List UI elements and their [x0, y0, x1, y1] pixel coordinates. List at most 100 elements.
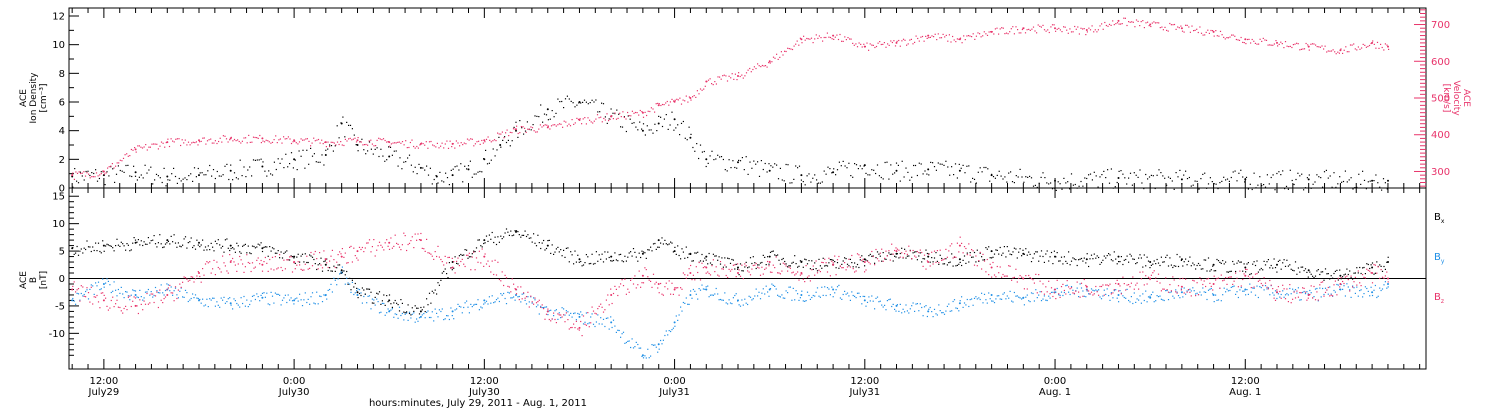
- bx-series-point: [1180, 258, 1183, 261]
- by-series-point: [927, 310, 930, 313]
- velocity-series-point: [198, 139, 200, 142]
- velocity-series-point: [451, 142, 454, 145]
- by-series-point: [768, 288, 771, 291]
- bz-series-point: [641, 274, 644, 277]
- density-series-point: [958, 169, 961, 172]
- bx-series-point: [610, 255, 613, 258]
- bx-series-point: [1339, 274, 1342, 277]
- by-series-point: [356, 294, 359, 296]
- by-series-point: [990, 294, 993, 296]
- b-label-line: B: [29, 277, 39, 283]
- bz-series-point: [800, 272, 803, 274]
- by-series-point: [1117, 294, 1120, 296]
- by-series-point: [198, 299, 200, 302]
- bz-series-point: [229, 261, 232, 263]
- x-tick-time-label: 0:00: [663, 376, 685, 387]
- bx-series-point: [1387, 261, 1389, 263]
- by-series-point: [102, 283, 105, 285]
- bx-series-point: [388, 299, 391, 302]
- bz-series-point: [198, 272, 200, 274]
- density-tick-label: 8: [59, 69, 65, 80]
- b-label-line: [nT]: [39, 271, 49, 289]
- velocity-series-point: [1387, 45, 1389, 48]
- by-series-point: [800, 294, 803, 296]
- bz-series-point: [990, 266, 993, 269]
- velocity-series-point: [673, 100, 676, 103]
- bx-series-point: [1022, 252, 1025, 255]
- x-tick-date-label: July30: [278, 387, 310, 398]
- velocity-series-point: [1339, 49, 1342, 52]
- x-tick-time-label: 12:00: [89, 376, 118, 387]
- x-tick-time-label: 12:00: [470, 376, 499, 387]
- density-axis-label: ACE Ion Density [cm⁻³]: [19, 72, 49, 124]
- legend-by: By: [1434, 252, 1445, 265]
- bz-series-point: [1339, 283, 1342, 285]
- density-series-point: [483, 158, 486, 161]
- velocity-series-point: [689, 97, 692, 99]
- velocity-series-point: [1307, 45, 1310, 48]
- bz-series-point: [166, 294, 169, 296]
- density-series-point: [689, 136, 692, 139]
- bx-series-point: [689, 252, 692, 255]
- bx-series-point: [483, 239, 486, 242]
- bz-series-point: [261, 263, 264, 266]
- bz-series-markers: [72, 232, 1389, 337]
- bx-series-point: [134, 241, 137, 244]
- by-series-point: [832, 288, 835, 291]
- by-series: [71, 266, 1389, 359]
- density-tick-label: 6: [59, 98, 65, 109]
- density-series-point: [768, 169, 771, 172]
- bx-series-point: [1149, 261, 1152, 263]
- density-series-point: [800, 174, 803, 177]
- by-series-point: [657, 343, 660, 346]
- density-series-point: [641, 129, 644, 132]
- bz-series-point: [388, 241, 391, 244]
- bx-series-point: [356, 291, 359, 294]
- velocity-series-point: [324, 141, 327, 144]
- bz-series-point: [1387, 277, 1389, 280]
- density-label-line: Ion Density: [29, 72, 39, 124]
- density-series-point: [546, 108, 549, 111]
- by-series-point: [515, 294, 517, 296]
- density-series-point: [71, 175, 74, 178]
- velocity-series-point: [1022, 27, 1025, 30]
- velocity-series-point: [134, 148, 137, 151]
- density-tick-label: 0: [59, 184, 65, 195]
- bx-series: [71, 228, 1389, 316]
- density-series-point: [499, 144, 502, 146]
- bz-series-point: [863, 261, 866, 263]
- velocity-series-point: [293, 139, 296, 142]
- bz-series-point: [689, 272, 692, 274]
- bx-series-point: [546, 244, 549, 247]
- bx-series-point: [927, 255, 930, 258]
- by-series-point: [958, 302, 961, 305]
- bz-series-point: [1371, 272, 1374, 274]
- velocity-series-point: [657, 104, 660, 107]
- bx-series-point: [641, 252, 644, 255]
- x-axis-title: hours:minutes, July 29, 2011 - Aug. 1, 2…: [369, 398, 587, 409]
- bz-series-point: [1117, 283, 1120, 285]
- velocity-tick-label: 500: [1431, 94, 1450, 105]
- velocity-series-point: [863, 45, 866, 48]
- velocity-label-line: Velocity: [1451, 80, 1461, 116]
- bx-series-point: [657, 239, 660, 242]
- bz-series-point: [1022, 277, 1025, 280]
- bx-series-point: [229, 244, 232, 247]
- bx-series-point: [958, 258, 961, 261]
- bx-series-point: [578, 258, 581, 261]
- by-series-point: [1387, 283, 1389, 285]
- bx-series-point: [293, 255, 296, 258]
- density-series-point: [927, 168, 930, 171]
- x-tick-time-label: 0:00: [1044, 376, 1066, 387]
- density-series-point: [166, 175, 169, 178]
- bx-series-point: [1054, 255, 1056, 258]
- x-tick-date-label: July29: [88, 387, 120, 398]
- velocity-series-point: [1244, 38, 1247, 41]
- velocity-series: [71, 17, 1390, 180]
- velocity-series-point: [261, 137, 264, 140]
- density-label-line: [cm⁻³]: [39, 83, 49, 112]
- bx-series-point: [1117, 255, 1120, 258]
- velocity-tick-label: 400: [1431, 130, 1450, 141]
- by-series-point: [388, 310, 391, 313]
